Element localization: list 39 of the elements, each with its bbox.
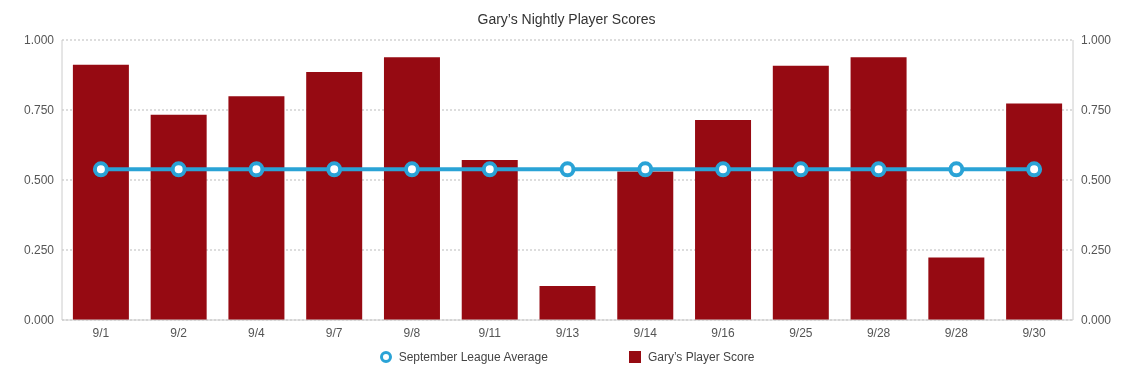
bar: [383, 57, 440, 320]
bar: [772, 65, 829, 320]
bar: [150, 114, 207, 320]
y-tick-label: 0.250: [23, 243, 55, 258]
y-tick-label: 0.000: [23, 313, 55, 328]
y2-tick-label: 0.250: [1081, 243, 1112, 258]
y-tick-label: 1.000: [23, 33, 55, 48]
bar: [461, 160, 518, 320]
bar: [72, 64, 129, 320]
bar: [539, 286, 596, 320]
chart-title: Gary’s Nightly Player Scores: [476, 10, 657, 29]
bar: [928, 257, 985, 320]
bar: [228, 96, 285, 320]
x-tick-label: 9/8: [403, 325, 421, 340]
y2-tick-label: 0.500: [1081, 173, 1112, 188]
bar: [850, 57, 907, 320]
x-tick-label: 9/13: [555, 325, 580, 340]
bar: [617, 171, 674, 320]
y2-tick-label: 0.750: [1081, 103, 1112, 118]
x-tick-label: 9/14: [633, 325, 658, 340]
x-tick-label: 9/1: [92, 325, 110, 340]
legend-label: Gary’s Player Score: [647, 350, 755, 364]
x-tick-label: 9/11: [478, 325, 502, 340]
bar: [695, 120, 752, 320]
legend-label: September League Average: [398, 350, 548, 364]
y2-tick-label: 0.000: [1081, 313, 1112, 328]
x-tick-label: 9/28: [866, 325, 891, 340]
y-tick-label: 0.750: [23, 103, 55, 118]
x-tick-label: 9/2: [170, 325, 188, 340]
x-tick-label: 9/16: [711, 325, 736, 340]
x-tick-label: 9/7: [325, 325, 343, 340]
x-tick-label: 9/28: [944, 325, 969, 340]
x-tick-label: 9/4: [248, 325, 266, 340]
x-tick-label: 9/25: [789, 325, 813, 340]
bar: [306, 71, 363, 320]
x-tick-label: 9/30: [1022, 325, 1047, 340]
y2-tick-label: 1.000: [1081, 33, 1112, 48]
bar: [1006, 103, 1063, 320]
y-tick-label: 0.500: [23, 173, 55, 188]
